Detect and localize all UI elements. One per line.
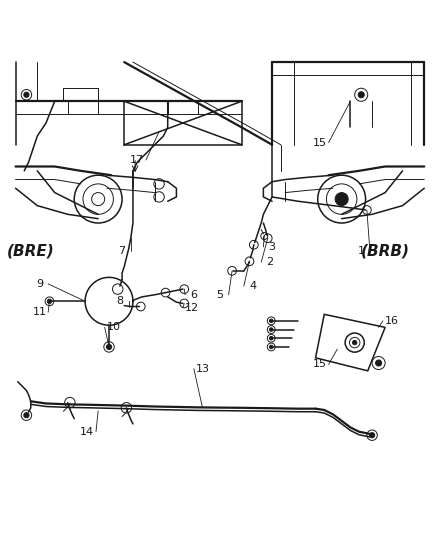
Text: 6: 6 [191,290,197,300]
Text: 17: 17 [130,155,145,165]
Circle shape [269,336,273,340]
Text: 2: 2 [266,257,273,267]
Circle shape [24,92,29,98]
Text: 13: 13 [195,364,209,374]
Circle shape [269,345,273,349]
Text: 5: 5 [216,290,223,300]
Text: 11: 11 [32,307,46,317]
Circle shape [269,319,273,322]
Circle shape [106,344,112,350]
Text: 8: 8 [117,296,124,306]
Circle shape [24,413,29,418]
Text: 3: 3 [268,242,276,252]
Circle shape [269,328,273,332]
Text: (BRB): (BRB) [360,244,410,259]
Circle shape [370,433,374,438]
Text: 7: 7 [119,246,126,256]
Circle shape [335,192,348,206]
Text: 15: 15 [313,359,327,369]
Text: 16: 16 [385,316,399,326]
Text: 10: 10 [106,322,120,333]
Circle shape [47,299,52,303]
Text: 12: 12 [184,303,199,313]
Circle shape [353,341,357,345]
Text: (BRE): (BRE) [7,244,55,259]
Text: 9: 9 [36,279,43,289]
Circle shape [375,360,381,366]
Text: 4: 4 [249,281,256,291]
Text: 15: 15 [313,138,327,148]
Text: 1: 1 [358,246,365,256]
Circle shape [358,92,364,98]
Text: 14: 14 [80,427,94,437]
